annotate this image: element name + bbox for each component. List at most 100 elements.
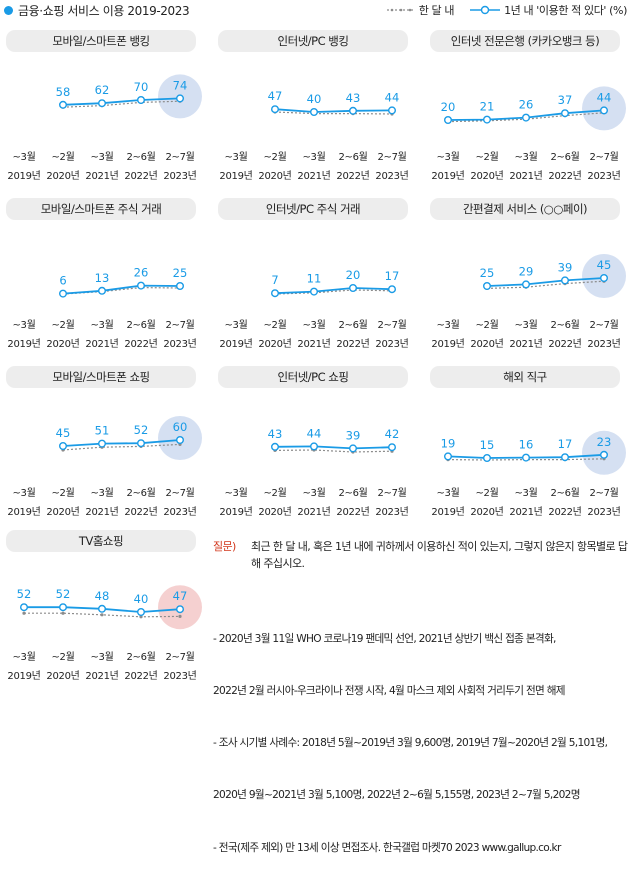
value-label: 17 <box>385 269 400 283</box>
value-label: 70 <box>134 80 149 94</box>
value-label: 7 <box>271 273 278 287</box>
header: 금융·쇼핑 서비스 이용 2019-2023 한 달 내 1년 내 '이용한 적… <box>0 0 631 22</box>
tick-year-label: 2019년 <box>431 170 464 182</box>
legend-month-label: 한 달 내 <box>418 4 455 17</box>
tick-label: ~3월 <box>224 151 247 163</box>
tick-label: ~3월 <box>90 151 113 163</box>
year-point <box>271 105 280 114</box>
tick-year-label: 2023년 <box>375 506 408 518</box>
year-point <box>521 113 530 122</box>
value-label: 47 <box>173 589 188 603</box>
year-point <box>387 443 396 452</box>
tick-year-label: 2023년 <box>587 506 620 518</box>
year-point <box>97 99 106 108</box>
value-label: 60 <box>173 420 188 434</box>
panel-title: TV홈쇼핑 <box>6 530 196 552</box>
tick-year-label: 2020년 <box>46 338 79 350</box>
year-point <box>444 115 453 124</box>
value-label: 25 <box>480 266 495 280</box>
tick-label: 2~7월 <box>165 319 194 331</box>
tick-label: 2~6월 <box>338 319 367 331</box>
tick-label: ~3월 <box>12 319 35 331</box>
value-label: 39 <box>558 260 573 274</box>
panel-mobile-shopping: 모바일/스마트폰 쇼핑 45 51 52 60 ~3월 2019년 ~2월 2020년 ~3월 2… <box>2 366 202 526</box>
value-label: 26 <box>519 98 534 112</box>
tick-year-label: 2021년 <box>85 506 118 518</box>
value-label: 6 <box>59 274 66 288</box>
value-label: 15 <box>480 438 495 452</box>
tick-label: 2~7월 <box>377 487 406 499</box>
year-point <box>309 107 318 116</box>
panel-pc-banking: 인터넷/PC 뱅킹 47 40 43 44 ~3월 2019년 ~2월 2020년 ~3월 202… <box>214 30 414 190</box>
tick-label: 2~7월 <box>377 151 406 163</box>
month-point <box>139 615 143 619</box>
tick-year-label: 2020년 <box>258 506 291 518</box>
tick-year-label: 2021년 <box>297 506 330 518</box>
tick-year-label: 2019년 <box>431 338 464 350</box>
value-label: 48 <box>95 589 110 603</box>
question-note: 질문) 최근 한 달 내, 혹은 1년 내에 귀하께서 이용하신 적이 있는지,… <box>213 538 628 570</box>
year-point <box>136 607 145 616</box>
month-series-line <box>62 100 181 108</box>
legend-month-line-icon <box>386 8 415 12</box>
year-point <box>59 289 68 298</box>
footnote-line: - 조사 시기별 사례수: 2018년 5월~2019년 3월 9,600명, … <box>213 737 608 750</box>
year-point <box>483 453 492 462</box>
footnotes: - 2020년 3월 11일 WHO 코로나19 팬데믹 선언, 2021년 상… <box>213 596 631 875</box>
panel-pc-shopping: 인터넷/PC 쇼핑 43 44 39 42 ~3월 2019년 ~2월 2020년 ~3월 202… <box>214 366 414 526</box>
value-label: 44 <box>307 426 322 440</box>
tick-year-label: 2023년 <box>163 670 196 682</box>
tick-label: 2~6월 <box>550 487 579 499</box>
panel-pc-stock: 인터넷/PC 주식 거래 7 11 20 17 ~3월 2019년 ~2월 2020년 ~3월 2… <box>214 198 414 358</box>
value-label: 47 <box>268 89 283 103</box>
year-series-line <box>274 445 393 450</box>
value-label: 51 <box>95 424 110 438</box>
tick-label: ~3월 <box>12 151 35 163</box>
tick-label: 2~7월 <box>589 487 618 499</box>
tick-year-label: 2019년 <box>431 506 464 518</box>
value-label: 44 <box>597 90 612 104</box>
year-point <box>483 281 492 290</box>
tick-label: ~3월 <box>302 151 325 163</box>
tick-label: ~2월 <box>263 151 286 163</box>
tick-year-label: 2020년 <box>258 170 291 182</box>
tick-year-label: 2023년 <box>163 170 196 182</box>
year-point <box>97 604 106 613</box>
tick-label: 2~6월 <box>338 151 367 163</box>
tick-label: ~3월 <box>90 319 113 331</box>
tick-year-label: 2022년 <box>548 170 581 182</box>
tick-label: ~2월 <box>51 487 74 499</box>
value-label: 11 <box>307 272 322 286</box>
tick-year-label: 2021년 <box>297 338 330 350</box>
question-text: 최근 한 달 내, 혹은 1년 내에 귀하께서 이용하신 적이 있는지, 그렇지… <box>251 540 628 570</box>
tick-year-label: 2023년 <box>163 506 196 518</box>
tick-year-label: 2022년 <box>124 506 157 518</box>
year-point <box>483 115 492 124</box>
tick-year-label: 2020년 <box>470 338 503 350</box>
year-point <box>97 439 106 448</box>
tick-label: 2~7월 <box>165 651 194 663</box>
chart-tv-homeshopping: 52 52 48 40 47 ~3월 2019년 ~2월 2020년 ~3월 2021년 2~6월 20… <box>7 585 202 682</box>
year-point <box>136 439 145 448</box>
tick-label: ~3월 <box>302 487 325 499</box>
tick-year-label: 2019년 <box>7 170 40 182</box>
year-point <box>136 281 145 290</box>
value-label: 19 <box>441 436 456 450</box>
chart-mobile-stock: 6 13 26 25 ~3월 2019년 ~2월 2020년 ~3월 2021년 2~6월 2022년… <box>7 266 197 350</box>
tick-label: 2~6월 <box>126 487 155 499</box>
tick-label: 2~6월 <box>550 151 579 163</box>
month-series-line <box>274 111 393 115</box>
tick-year-label: 2020년 <box>470 506 503 518</box>
year-point <box>175 435 184 444</box>
panel-overseas-purchase: 해외 직구 19 15 16 17 23 ~3월 2019년 ~2월 2020년 ~3월 2021년… <box>426 366 626 526</box>
value-label: 17 <box>558 437 573 451</box>
year-point <box>175 281 184 290</box>
tick-label: ~3월 <box>90 651 113 663</box>
tick-year-label: 2019년 <box>7 670 40 682</box>
tick-year-label: 2022년 <box>336 338 369 350</box>
tick-label: ~2월 <box>263 319 286 331</box>
chart-mobile-shopping: 45 51 52 60 ~3월 2019년 ~2월 2020년 ~3월 2021년 2~6월 2022… <box>7 416 202 518</box>
legend-year-line-icon <box>470 5 501 15</box>
tick-year-label: 2022년 <box>124 338 157 350</box>
tick-year-label: 2021년 <box>297 170 330 182</box>
